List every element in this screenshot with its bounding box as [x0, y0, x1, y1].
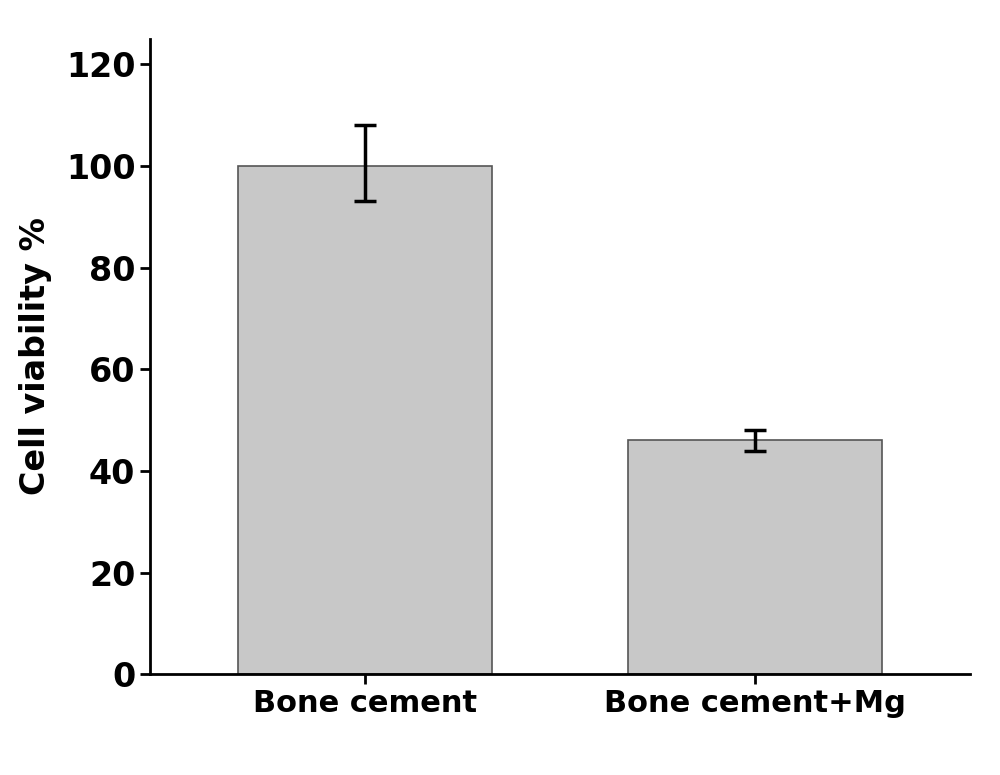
Bar: [628, 440, 882, 674]
Y-axis label: Cell viability %: Cell viability %: [19, 218, 52, 495]
Bar: [238, 166, 492, 674]
